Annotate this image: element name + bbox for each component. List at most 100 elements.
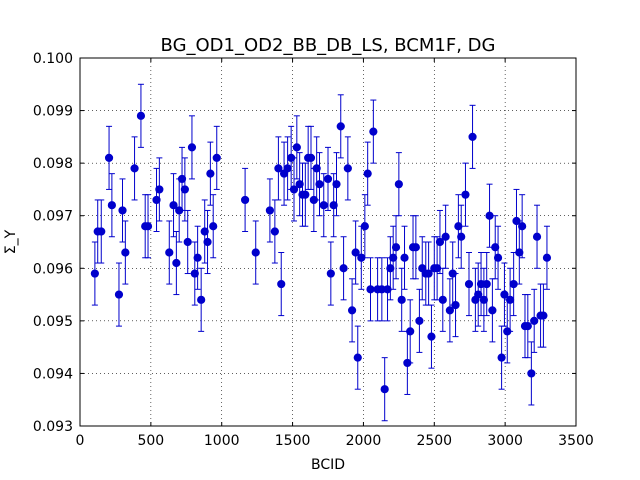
data-point bbox=[435, 237, 445, 247]
data-point bbox=[312, 164, 321, 173]
data-point bbox=[209, 222, 218, 231]
x-tick-label: 1000 bbox=[204, 433, 240, 449]
data-point bbox=[400, 253, 409, 262]
data-point bbox=[309, 195, 318, 205]
data-point bbox=[411, 243, 420, 252]
data-point bbox=[457, 232, 466, 241]
data-point bbox=[183, 237, 192, 247]
data-point bbox=[343, 164, 352, 173]
y-axis-label: Σ_Y bbox=[3, 229, 19, 254]
data-point bbox=[380, 385, 389, 394]
data-point bbox=[172, 258, 181, 268]
data-point bbox=[491, 243, 500, 252]
y-tick-label: 0.099 bbox=[33, 104, 73, 120]
data-point bbox=[509, 279, 518, 289]
data-point bbox=[177, 174, 187, 184]
data-point bbox=[532, 232, 542, 241]
chart-title: BG_OD1_OD2_BB_DB_LS, BCM1F, DG bbox=[161, 35, 496, 56]
data-point bbox=[274, 164, 283, 173]
data-point bbox=[500, 290, 509, 299]
x-tick-label: 2000 bbox=[346, 433, 382, 449]
data-point bbox=[90, 269, 99, 278]
data-point bbox=[295, 180, 304, 189]
data-point bbox=[265, 206, 274, 215]
y-tick-labels: 0.093 0.094 0.095 0.096 0.097 0.098 0.099 0.100 bbox=[33, 51, 73, 435]
y-tick-label: 0.100 bbox=[33, 51, 73, 67]
data-point bbox=[464, 279, 474, 289]
data-point bbox=[277, 279, 286, 289]
data-point bbox=[369, 127, 378, 136]
axis-ticks bbox=[79, 57, 577, 427]
data-point bbox=[319, 201, 328, 210]
data-point bbox=[386, 264, 395, 273]
y-tick-label: 0.093 bbox=[33, 419, 73, 435]
data-point bbox=[347, 306, 357, 315]
data-point bbox=[445, 306, 454, 315]
data-point bbox=[389, 253, 398, 262]
data-point bbox=[479, 295, 488, 304]
data-point bbox=[427, 332, 436, 341]
data-point bbox=[527, 369, 536, 378]
data-point bbox=[190, 269, 199, 278]
data-point bbox=[353, 353, 362, 362]
x-tick-label: 3500 bbox=[558, 433, 594, 449]
data-point bbox=[169, 201, 178, 210]
y-tick-label: 0.096 bbox=[33, 261, 73, 277]
x-tick-label: 0 bbox=[76, 433, 85, 449]
data-point bbox=[433, 264, 442, 273]
data-point bbox=[523, 322, 532, 331]
data-point bbox=[474, 290, 483, 299]
data-point bbox=[485, 211, 494, 220]
data-point bbox=[175, 206, 184, 215]
x-tick-label: 500 bbox=[137, 433, 164, 449]
data-point bbox=[301, 190, 310, 199]
data-point bbox=[539, 311, 548, 320]
data-point bbox=[107, 201, 116, 210]
data-point bbox=[283, 164, 292, 173]
data-point bbox=[336, 122, 345, 131]
y-tick-label: 0.097 bbox=[33, 209, 73, 225]
data-point bbox=[506, 295, 515, 304]
y-tick-label: 0.098 bbox=[33, 156, 73, 172]
data-point bbox=[497, 353, 506, 362]
x-tick-label: 2500 bbox=[416, 433, 452, 449]
data-point bbox=[114, 290, 124, 299]
data-point bbox=[315, 180, 324, 189]
data-point bbox=[391, 243, 401, 252]
data-point bbox=[397, 295, 406, 304]
data-point bbox=[406, 327, 415, 336]
data-point bbox=[251, 248, 260, 257]
data-point bbox=[104, 153, 114, 162]
data-point bbox=[97, 227, 106, 236]
y-tick-label: 0.094 bbox=[33, 366, 73, 382]
data-point bbox=[448, 269, 457, 278]
data-point bbox=[121, 248, 130, 257]
data-point bbox=[518, 222, 527, 231]
data-point bbox=[270, 227, 279, 236]
data-point bbox=[143, 222, 153, 231]
data-point bbox=[306, 153, 316, 162]
data-point bbox=[493, 253, 503, 262]
x-tick-label: 3000 bbox=[487, 433, 523, 449]
data-point bbox=[363, 169, 372, 178]
data-point bbox=[289, 185, 299, 194]
data-point bbox=[515, 248, 524, 257]
data-point bbox=[488, 306, 497, 315]
data-point bbox=[130, 164, 139, 173]
data-point bbox=[165, 248, 174, 257]
x-tick-label: 1500 bbox=[275, 433, 311, 449]
data-point bbox=[461, 190, 470, 199]
data-point bbox=[240, 195, 250, 205]
data-point bbox=[332, 180, 341, 189]
data-points bbox=[90, 111, 552, 394]
data-point bbox=[180, 185, 189, 194]
data-point bbox=[287, 153, 296, 162]
data-point bbox=[155, 185, 164, 194]
data-point bbox=[360, 222, 369, 231]
data-point bbox=[326, 269, 335, 278]
data-point bbox=[351, 248, 360, 257]
data-point bbox=[403, 358, 412, 368]
x-axis-label: BCID bbox=[311, 457, 345, 473]
data-point bbox=[193, 253, 202, 262]
